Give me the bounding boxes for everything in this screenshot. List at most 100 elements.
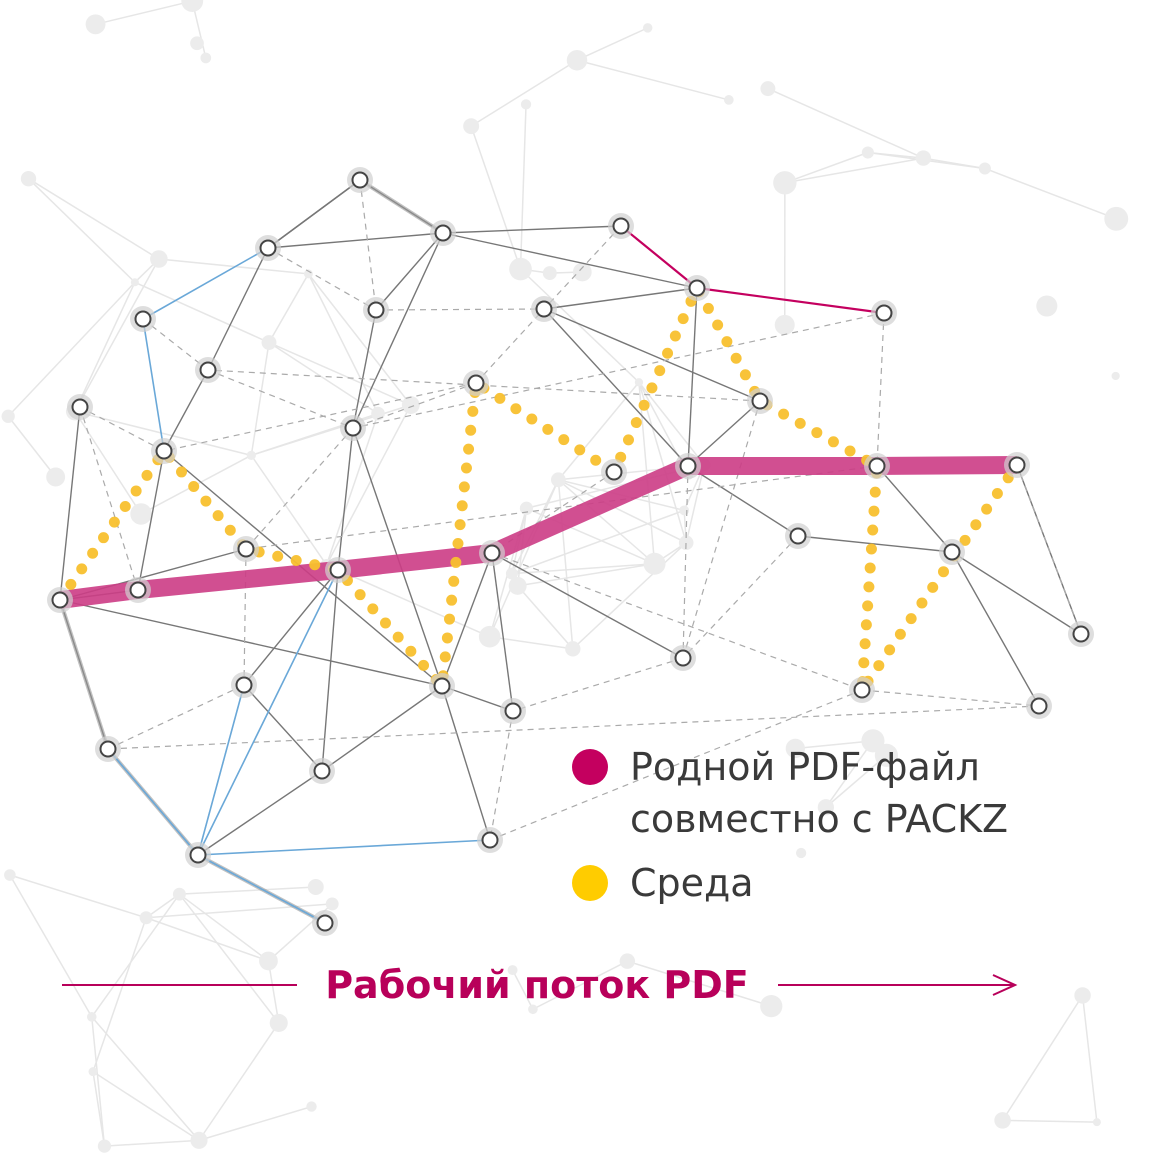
bg-node: [861, 729, 885, 753]
bg-node: [463, 118, 480, 135]
background-network: [1, 0, 1129, 1153]
bg-node: [139, 911, 153, 925]
edge-blue: [197, 684, 245, 856]
node: [434, 224, 452, 242]
bg-node: [861, 146, 874, 159]
node: [237, 540, 255, 558]
edge-pink: [620, 225, 698, 289]
bg-node: [200, 52, 212, 64]
edge: [687, 400, 761, 467]
bg-edge: [92, 1071, 200, 1141]
bg-node: [261, 335, 277, 350]
bg-edge: [91, 1016, 106, 1147]
bg-edge: [74, 258, 160, 412]
edge-dashed: [107, 705, 1040, 750]
node: [467, 374, 485, 392]
node: [189, 846, 207, 864]
edge: [951, 551, 1040, 707]
bg-edge: [179, 886, 316, 895]
bg-edge: [638, 382, 656, 564]
bg-node: [88, 1067, 98, 1077]
node: [483, 544, 501, 562]
bg-edge: [767, 87, 924, 159]
bg-node: [401, 396, 420, 414]
bg-edge: [74, 281, 136, 412]
bg-node: [795, 847, 807, 859]
bg-node: [46, 467, 66, 487]
bg-node: [978, 162, 991, 175]
bg-node: [760, 81, 776, 97]
edge-dashed: [79, 406, 139, 591]
node: [751, 392, 769, 410]
bg-edge: [74, 410, 252, 457]
bg-edge: [517, 585, 574, 650]
edge: [352, 232, 444, 429]
bg-edge: [145, 917, 269, 962]
node: [329, 561, 347, 579]
bg-edge: [532, 960, 628, 1010]
node: [789, 527, 807, 545]
edge: [951, 551, 1082, 635]
edge-dashed: [876, 312, 885, 467]
node: [853, 681, 871, 699]
bg-node: [774, 314, 795, 335]
bg-node: [520, 99, 532, 110]
edge-dashed: [682, 535, 799, 659]
bg-node: [130, 503, 152, 525]
bg-node: [303, 269, 313, 279]
bg-node: [246, 450, 256, 460]
bg-edge: [576, 27, 649, 61]
node: [679, 457, 697, 475]
bg-edge: [267, 960, 280, 1024]
node: [688, 279, 706, 297]
edge: [797, 535, 953, 553]
bg-node: [760, 994, 783, 1018]
bg-edge: [517, 563, 655, 587]
edge-dashed: [79, 406, 165, 452]
bg-node: [542, 266, 557, 281]
bg-node: [20, 171, 37, 187]
edge: [137, 450, 165, 591]
bg-node: [817, 799, 834, 816]
edge: [491, 552, 684, 659]
bg-node: [4, 869, 16, 881]
edge: [267, 179, 361, 249]
bg-edge: [627, 960, 772, 1007]
bg-node: [505, 567, 518, 580]
edge-dashed: [243, 548, 247, 686]
node: [1008, 456, 1026, 474]
node: [316, 914, 334, 932]
edge: [207, 247, 269, 371]
bg-edge: [325, 413, 379, 566]
edge: [543, 287, 698, 310]
edge: [375, 232, 444, 311]
bg-node: [785, 738, 805, 759]
bg-edge: [572, 542, 687, 650]
bg-edge: [91, 893, 181, 1018]
legend-label: Родной PDF-файл: [630, 745, 980, 789]
node: [259, 239, 277, 257]
edge: [876, 465, 953, 553]
legend-marker: [572, 749, 608, 785]
bg-edge: [134, 281, 270, 344]
bg-node: [1074, 987, 1091, 1004]
bg-node: [519, 501, 534, 515]
bg-edge: [9, 874, 93, 1018]
node: [612, 217, 630, 235]
bg-node: [478, 625, 501, 648]
node: [71, 398, 89, 416]
bg-edge: [488, 479, 560, 638]
bg-node: [306, 1101, 317, 1112]
edge-dashed: [475, 308, 545, 384]
edge-blue: [197, 839, 491, 856]
edge-dashed: [245, 465, 878, 550]
network: [47, 167, 1094, 936]
legend-marker: [572, 865, 608, 901]
bg-edge: [638, 381, 705, 466]
edge-dashed: [682, 465, 689, 659]
bg-edge: [825, 740, 874, 808]
edge-dashed: [489, 689, 863, 841]
bg-edge: [470, 59, 578, 127]
node: [1030, 697, 1048, 715]
edge-dashed: [861, 689, 1040, 707]
